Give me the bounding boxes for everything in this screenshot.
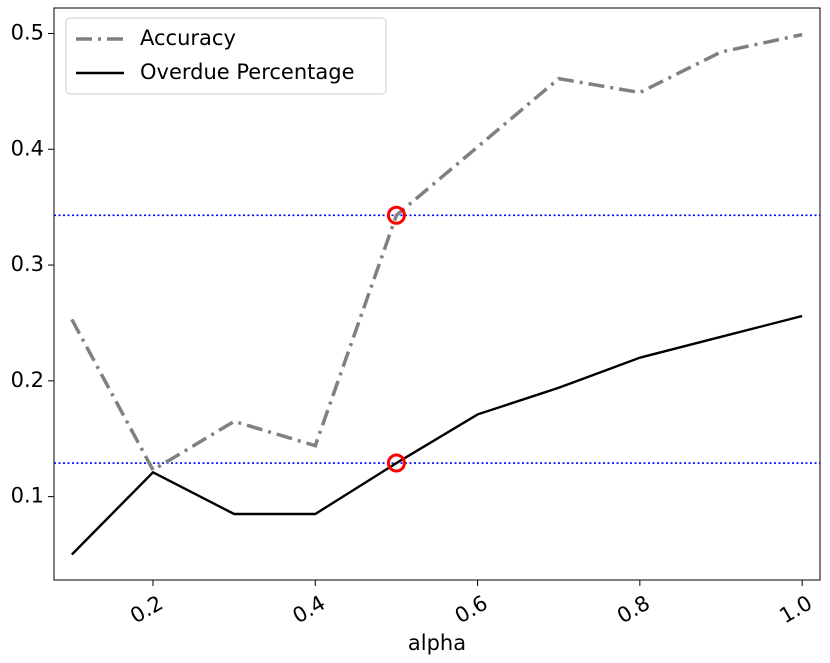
legend-label: Overdue Percentage [140,60,355,84]
y-tick-label: 0.1 [11,484,44,508]
highlight-point [386,205,406,225]
y-tick-label: 0.5 [11,20,44,44]
series-line [70,32,803,473]
highlight-point [386,453,406,473]
x-tick-label: 0.8 [613,591,654,628]
x-tick-label: 0.4 [288,591,329,628]
x-tick-label: 1.0 [775,591,816,628]
plot-frame [53,7,821,581]
legend-box [65,17,387,95]
y-tick-label: 0.3 [11,252,44,276]
x-axis-label: alpha [408,631,466,655]
y-tick-label: 0.4 [11,136,44,160]
legend-label: Accuracy [140,26,236,50]
x-tick-label: 0.2 [126,591,167,628]
y-tick-label: 0.2 [11,368,44,392]
series-line [70,314,803,556]
x-tick-label: 0.6 [451,591,492,628]
